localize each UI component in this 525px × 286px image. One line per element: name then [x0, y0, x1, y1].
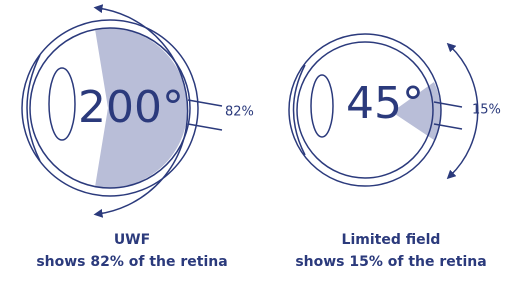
limited-angle: 45°	[346, 78, 424, 129]
limited-percent: 15%	[472, 103, 501, 118]
uwf-percent: 82%	[225, 105, 254, 120]
lens	[49, 68, 75, 140]
lens	[311, 75, 333, 137]
optic-nerve	[188, 100, 222, 130]
infographic: 200° 82% UWF shows 82% of the retina 45°…	[0, 0, 525, 286]
limited-title: Limited field	[342, 232, 441, 248]
uwf-title: UWF	[114, 232, 150, 248]
uwf-angle: 200°	[78, 82, 184, 133]
limited-caption: shows 15% of the retina	[295, 254, 486, 270]
cornea	[27, 55, 40, 161]
uwf-caption: shows 82% of the retina	[36, 254, 227, 270]
